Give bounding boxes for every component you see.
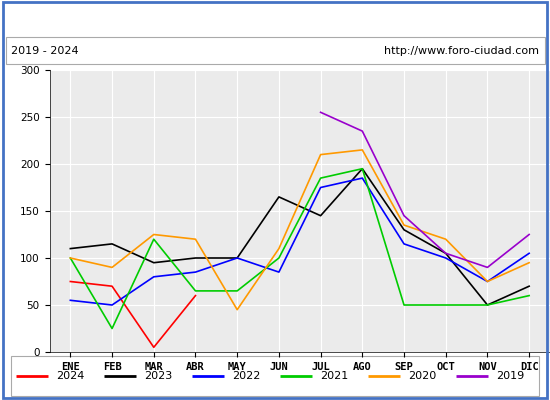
Text: 2024: 2024	[56, 371, 84, 381]
Text: 2020: 2020	[408, 371, 436, 381]
Text: 2019: 2019	[496, 371, 524, 381]
Text: 2019 - 2024: 2019 - 2024	[11, 46, 79, 56]
Text: 2022: 2022	[232, 371, 260, 381]
Text: 2021: 2021	[320, 371, 348, 381]
Text: Evolucion Nº Turistas Nacionales en el municipio de Moeche: Evolucion Nº Turistas Nacionales en el m…	[55, 10, 495, 26]
Text: http://www.foro-ciudad.com: http://www.foro-ciudad.com	[384, 46, 539, 56]
Text: 2023: 2023	[144, 371, 172, 381]
